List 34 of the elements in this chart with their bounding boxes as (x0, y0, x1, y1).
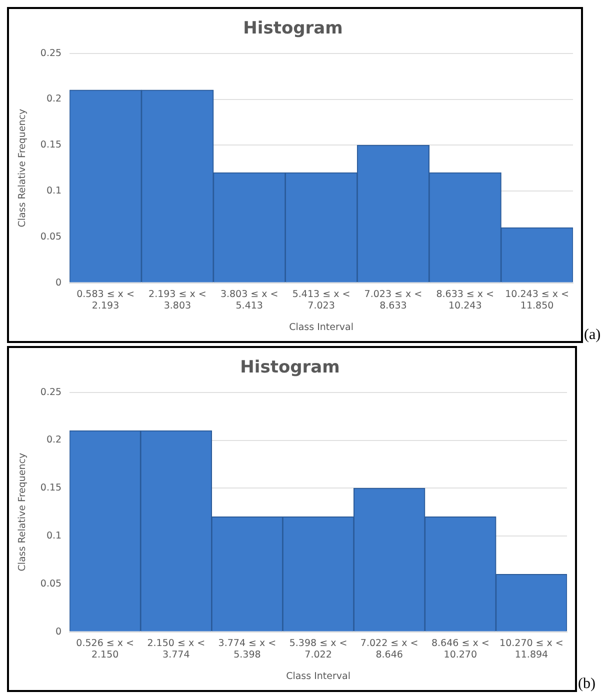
chart-title: Histogram (243, 18, 343, 39)
x-axis-title: Class Interval (286, 670, 350, 682)
x-tick-label: 8.646 ≤ x < 10.270 (432, 638, 490, 660)
y-axis-title: Class Relative Frequency (17, 108, 28, 228)
chart-title: Histogram (240, 358, 340, 378)
x-axis-title: Class Interval (289, 322, 354, 333)
text: (b) (578, 676, 596, 692)
x-tick-label: 5.398 ≤ x < 7.022 (289, 638, 348, 660)
y-tick-label: 0.2 (46, 434, 62, 446)
x-tick-label: 0.583 ≤ x < 2.193 (76, 288, 134, 312)
x-tick-label: 2.193 ≤ x < 3.803 (148, 288, 206, 312)
y-tick-label: 0 (56, 277, 62, 288)
y-tick-label: 0.1 (46, 530, 62, 542)
x-tick-label: 10.270 ≤ x < 11.894 (500, 638, 564, 660)
x-tick-label: 2.150 ≤ x < 3.774 (147, 638, 206, 660)
y-tick-label: 0.15 (40, 140, 62, 151)
y-tick-label: 0.25 (40, 48, 62, 59)
y-tick-label: 0.05 (40, 578, 62, 590)
x-tick-label: 7.022 ≤ x < 8.646 (360, 638, 418, 660)
x-tick-label: 3.803 ≤ x < 5.413 (220, 288, 278, 312)
x-tick-label: 8.633 ≤ x < 10.243 (436, 288, 494, 312)
y-axis-title: Class Relative Frequency (17, 452, 28, 572)
y-tick-label: 0.1 (46, 186, 62, 197)
x-tick-label: 0.526 ≤ x < 2.150 (76, 638, 134, 660)
text: (a) (584, 327, 601, 343)
x-tick-label: 7.023 ≤ x < 8.633 (364, 288, 422, 312)
x-tick-label: 5.413 ≤ x < 7.023 (292, 288, 350, 312)
x-tick-label: 3.774 ≤ x < 5.398 (218, 638, 276, 660)
y-tick-label: 0.05 (40, 231, 62, 242)
y-tick-label: 0.15 (40, 482, 62, 494)
y-tick-label: 0.2 (46, 94, 62, 105)
y-tick-label: 0 (56, 626, 62, 638)
x-tick-label: 10.243 ≤ x < 11.850 (505, 288, 569, 312)
y-tick-label: 0.25 (40, 386, 62, 398)
